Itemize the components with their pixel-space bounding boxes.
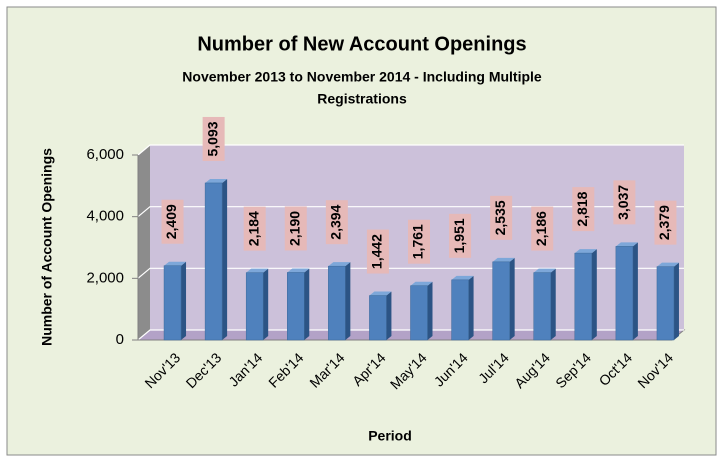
bar bbox=[451, 279, 469, 341]
bar-side bbox=[386, 291, 392, 340]
bar-side bbox=[550, 268, 556, 340]
x-axis-label: Period bbox=[368, 428, 412, 444]
bar bbox=[245, 272, 264, 341]
bar bbox=[492, 261, 510, 341]
bar-side bbox=[181, 261, 187, 340]
value-label-box bbox=[449, 213, 472, 258]
bar bbox=[574, 252, 593, 341]
bar-top bbox=[205, 178, 228, 183]
bar-top bbox=[574, 249, 597, 254]
value-label: 2,379 bbox=[656, 205, 672, 240]
bar bbox=[533, 272, 551, 341]
value-label: 1,951 bbox=[451, 218, 467, 253]
value-label: 2,409 bbox=[163, 204, 179, 239]
bar-side bbox=[632, 242, 638, 340]
y-axis-label: Number of Account Openings bbox=[39, 148, 55, 346]
value-label-box bbox=[366, 229, 389, 274]
value-label: 2,818 bbox=[574, 191, 590, 226]
chart-title: Number of New Account Openings bbox=[197, 33, 526, 55]
value-label-box bbox=[325, 200, 348, 245]
bar bbox=[328, 265, 346, 341]
value-label-box bbox=[654, 200, 677, 245]
bar-top bbox=[246, 268, 269, 273]
value-label-box bbox=[408, 219, 430, 264]
value-label-box bbox=[161, 199, 184, 244]
value-label-box bbox=[243, 206, 266, 251]
y-tick-label: 2,000 bbox=[86, 269, 124, 286]
bar-top bbox=[410, 281, 433, 286]
bar-side bbox=[673, 262, 679, 340]
bar-side bbox=[222, 178, 228, 340]
bar-top bbox=[615, 242, 638, 247]
value-label: 2,184 bbox=[245, 211, 261, 246]
bar-side bbox=[427, 281, 433, 340]
value-label: 2,394 bbox=[328, 204, 344, 239]
bar bbox=[615, 246, 634, 341]
bar-top bbox=[533, 268, 556, 273]
bar-top bbox=[287, 268, 310, 273]
value-label: 5,093 bbox=[204, 121, 220, 156]
bar-side bbox=[304, 268, 310, 340]
bar bbox=[204, 182, 223, 341]
y-tick-label: 6,000 bbox=[86, 146, 124, 163]
bar-side bbox=[263, 268, 269, 340]
bar-top bbox=[328, 262, 351, 267]
bar-side bbox=[591, 249, 597, 340]
chart-subtitle: Registrations bbox=[317, 91, 407, 107]
bar-top bbox=[369, 291, 392, 296]
bar-top bbox=[451, 275, 474, 280]
value-label: 2,190 bbox=[286, 211, 302, 246]
value-label-box bbox=[490, 195, 513, 240]
value-label-box bbox=[572, 187, 595, 232]
value-label-box bbox=[531, 206, 554, 251]
bar-top bbox=[656, 262, 679, 267]
bar bbox=[287, 272, 305, 341]
y-tick-label: 0 bbox=[116, 331, 124, 348]
bar-top bbox=[164, 261, 187, 266]
value-label: 2,186 bbox=[533, 211, 549, 246]
bar bbox=[656, 266, 675, 341]
value-label: 3,037 bbox=[615, 185, 631, 220]
y-tick-label: 4,000 bbox=[86, 208, 124, 225]
value-label: 1,761 bbox=[410, 224, 426, 259]
bar-side bbox=[468, 275, 474, 340]
bar-side bbox=[509, 257, 515, 340]
side-wall bbox=[138, 145, 150, 340]
value-label: 1,442 bbox=[369, 234, 385, 269]
value-label-box bbox=[202, 116, 225, 161]
bar-top bbox=[492, 257, 515, 262]
value-label-box bbox=[613, 180, 636, 225]
bar bbox=[369, 295, 387, 341]
bar bbox=[410, 285, 428, 341]
chart-subtitle: November 2013 to November 2014 - Includi… bbox=[182, 69, 542, 85]
value-label-box bbox=[284, 206, 307, 251]
bar bbox=[163, 265, 182, 341]
bar-side bbox=[345, 262, 351, 340]
grid-line bbox=[137, 144, 684, 156]
value-label: 2,535 bbox=[492, 200, 508, 235]
